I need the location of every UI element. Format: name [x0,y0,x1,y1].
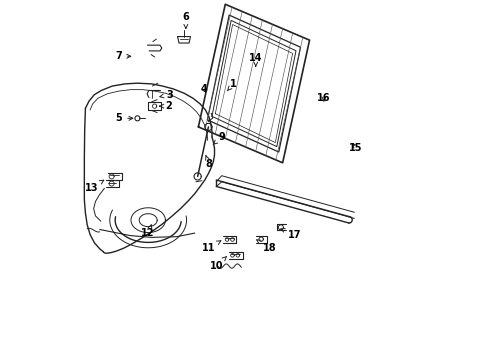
Text: 2: 2 [160,101,172,111]
Text: 7: 7 [115,51,131,61]
Text: 3: 3 [160,90,173,100]
Text: 13: 13 [85,180,104,193]
Text: 12: 12 [142,225,155,238]
Text: 16: 16 [317,93,331,103]
Text: 9: 9 [213,132,225,144]
Text: 10: 10 [210,256,227,271]
Text: 1: 1 [227,79,237,91]
Text: 5: 5 [115,113,133,123]
Text: 15: 15 [349,143,363,153]
Text: 8: 8 [206,156,213,169]
Text: 6: 6 [182,12,189,28]
Text: 14: 14 [249,53,263,66]
Text: 17: 17 [281,229,301,239]
Text: 18: 18 [257,240,276,253]
Text: 4: 4 [200,84,207,94]
Text: 11: 11 [202,241,221,253]
